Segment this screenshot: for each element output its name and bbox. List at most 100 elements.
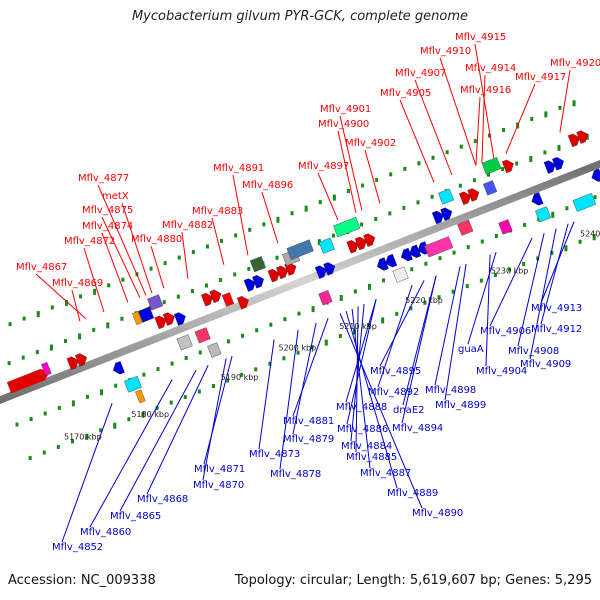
- gene-feature[interactable]: [132, 311, 143, 326]
- forward-gene-label[interactable]: Mflv_4891: [213, 163, 264, 174]
- gene-feature[interactable]: [194, 327, 211, 344]
- gene-feature[interactable]: [176, 334, 193, 351]
- reverse-gene-label[interactable]: Mflv_4860: [80, 527, 131, 538]
- gene-feature[interactable]: [123, 375, 142, 393]
- reverse-gene-label[interactable]: Mflv_4899: [435, 400, 486, 411]
- gene-feature[interactable]: [249, 256, 266, 273]
- forward-gene-label[interactable]: Mflv_4914: [465, 63, 516, 74]
- reverse-gene-label[interactable]: Mflv_4868: [137, 494, 188, 505]
- reverse-gene-label[interactable]: Mflv_4865: [110, 511, 161, 522]
- reverse-gene-label[interactable]: Mflv_4890: [412, 508, 463, 519]
- gene-feature[interactable]: [41, 361, 52, 376]
- forward-gene-label[interactable]: Mflv_4902: [345, 138, 396, 149]
- guide-dot: [163, 261, 167, 266]
- gene-feature[interactable]: [318, 237, 335, 254]
- reverse-gene-label[interactable]: Mflv_4889: [387, 488, 438, 499]
- forward-gene-label[interactable]: Mflv_4907: [395, 68, 446, 79]
- gene-feature[interactable]: [481, 157, 502, 175]
- gene-feature[interactable]: [482, 180, 498, 196]
- reverse-gene-label[interactable]: Mflv_4894: [392, 423, 443, 434]
- forward-gene-label[interactable]: Mflv_4900: [318, 119, 369, 130]
- forward-gene-label[interactable]: Mflv_4920: [550, 58, 600, 69]
- gene-feature[interactable]: [535, 206, 552, 223]
- gene-feature[interactable]: [375, 253, 398, 272]
- forward-gene-label[interactable]: Mflv_4874: [82, 221, 133, 232]
- reverse-gene-label[interactable]: guaA: [458, 344, 484, 355]
- reverse-gene-label[interactable]: Mflv_4878: [270, 469, 321, 480]
- gene-feature[interactable]: [286, 239, 314, 260]
- gene-feature[interactable]: [267, 261, 298, 283]
- reverse-gene-label[interactable]: Mflv_4904: [476, 366, 527, 377]
- gene-feature[interactable]: [318, 290, 333, 306]
- gene-feature[interactable]: [314, 261, 337, 279]
- forward-gene-label[interactable]: Mflv_4882: [162, 220, 213, 231]
- guide-dot: [184, 356, 188, 361]
- forward-gene-label[interactable]: Mflv_4880: [131, 234, 182, 245]
- gene-feature[interactable]: [498, 219, 513, 235]
- reverse-gene-label[interactable]: Mflv_4885: [346, 452, 397, 463]
- reverse-gene-label[interactable]: Mflv_4871: [194, 464, 245, 475]
- reverse-gene-label[interactable]: Mflv_4892: [368, 387, 419, 398]
- gene-feature[interactable]: [346, 232, 377, 254]
- gene-feature[interactable]: [333, 216, 361, 238]
- forward-gene-label[interactable]: Mflv_4897: [298, 161, 349, 172]
- forward-gene-label[interactable]: Mflv_4883: [192, 206, 243, 217]
- reverse-gene-label[interactable]: Mflv_4886: [337, 424, 388, 435]
- reverse-gene-label[interactable]: dnaE2: [393, 405, 425, 416]
- reverse-gene-label[interactable]: Mflv_4873: [249, 449, 300, 460]
- forward-gene-label[interactable]: Mflv_4916: [460, 85, 511, 96]
- gene-feature[interactable]: [207, 342, 222, 358]
- reverse-gene-label[interactable]: Mflv_4909: [520, 359, 571, 370]
- gene-feature[interactable]: [147, 294, 164, 311]
- reverse-gene-label[interactable]: Mflv_4906: [480, 326, 531, 337]
- forward-gene-label[interactable]: Mflv_4896: [242, 180, 293, 191]
- reverse-gene-label[interactable]: Mflv_4898: [425, 385, 476, 396]
- reverse-gene-label[interactable]: Mflv_4887: [360, 468, 411, 479]
- forward-gene-label[interactable]: Mflv_4905: [380, 88, 431, 99]
- gene-feature[interactable]: [392, 266, 409, 283]
- forward-gene-label[interactable]: Mflv_4875: [82, 205, 133, 216]
- reverse-gene-label[interactable]: Mflv_4879: [283, 434, 334, 445]
- gene-feature[interactable]: [590, 162, 600, 183]
- gene-feature[interactable]: [572, 192, 597, 212]
- gene-feature[interactable]: [154, 311, 177, 330]
- reverse-gene-label[interactable]: Mflv_4895: [370, 366, 421, 377]
- forward-gene-label[interactable]: Mflv_4877: [78, 173, 129, 184]
- forward-gene-label[interactable]: Mflv_4910: [420, 46, 471, 57]
- reverse-gene-label[interactable]: Mflv_4852: [52, 542, 103, 553]
- gene-feature[interactable]: [438, 188, 455, 205]
- gene-feature[interactable]: [243, 273, 266, 292]
- forward-gene-label[interactable]: Mflv_4917: [515, 72, 566, 83]
- forward-gene-label[interactable]: Mflv_4867: [16, 262, 67, 273]
- forward-gene-label[interactable]: Mflv_4901: [320, 104, 371, 115]
- reverse-gene-label[interactable]: Mflv_4870: [193, 480, 244, 491]
- gene-feature[interactable]: [221, 292, 235, 307]
- gene-feature[interactable]: [457, 219, 474, 236]
- gene-feature[interactable]: [543, 155, 566, 174]
- gene-feature[interactable]: [236, 294, 251, 310]
- reverse-gene-label[interactable]: Mflv_4884: [341, 441, 392, 452]
- gene-feature[interactable]: [138, 306, 155, 323]
- forward-gene-label[interactable]: Mflv_4915: [455, 32, 506, 43]
- reverse-gene-label[interactable]: Mflv_4881: [283, 416, 334, 427]
- gene-feature[interactable]: [530, 192, 544, 207]
- accession-text: Accession: NC_009338: [8, 573, 156, 588]
- forward-gene-label[interactable]: metX: [102, 191, 129, 202]
- gene-feature[interactable]: [459, 187, 481, 205]
- gene-feature[interactable]: [501, 158, 516, 174]
- gene-labels: Mflv_4915Mflv_4910Mflv_4920Mflv_4914Mflv…: [16, 32, 600, 553]
- gene-feature[interactable]: [567, 129, 590, 148]
- reverse-gene-label[interactable]: Mflv_4913: [531, 303, 582, 314]
- reverse-gene-label[interactable]: Mflv_4912: [531, 324, 582, 335]
- gene-feature[interactable]: [111, 361, 125, 376]
- reverse-gene-label[interactable]: Mflv_4888: [336, 402, 387, 413]
- gene-feature[interactable]: [201, 288, 223, 307]
- gene-feature[interactable]: [135, 389, 146, 404]
- forward-gene-label[interactable]: Mflv_4872: [64, 236, 115, 247]
- gene-feature[interactable]: [173, 311, 188, 326]
- forward-gene-label[interactable]: Mflv_4869: [52, 278, 103, 289]
- gene-feature[interactable]: [431, 206, 454, 225]
- gene-feature[interactable]: [66, 352, 89, 370]
- reverse-gene-label[interactable]: Mflv_4908: [508, 346, 559, 357]
- gene-feature[interactable]: [424, 236, 454, 258]
